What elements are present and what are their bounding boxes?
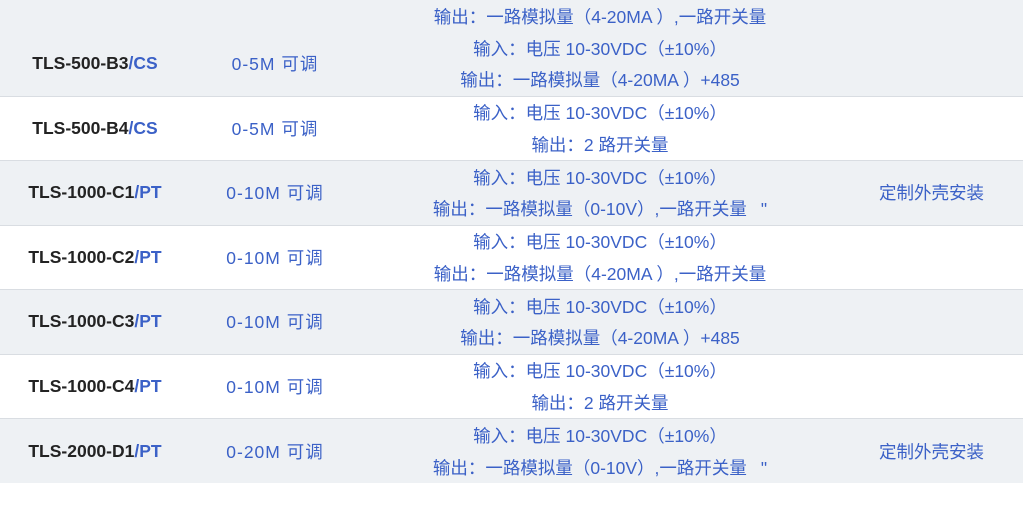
range-cell: 0-10M 可调 [190,355,360,419]
table-row: TLS-1000-C2/PT0-10M 可调输入：电压 10-30VDC（±10… [0,226,1023,258]
output-cell: 输出：2 路开关量 [360,129,840,161]
input-text: 输入：电压 10-30VDC（±10%） [473,103,727,123]
range-cell: 0-10M 可调 [190,290,360,354]
note-cell [840,32,1023,96]
output-cell: 输出：一路模拟量（0-10V）,一路开关量" [360,451,840,483]
input-cell: 输入：电压 10-30VDC（±10%） [360,161,840,193]
output-text: 输出：一路模拟量（0-10V）,一路开关量" [433,458,767,478]
model-suffix: CS [133,53,157,73]
table-row: TLS-500-B3/CS0-5M 可调输入：电压 10-30VDC（±10%） [0,32,1023,64]
model-prefix: TLS-1000-C4 [28,376,134,396]
output-text: 输出：2 路开关量 [531,393,668,413]
input-cell: 输入：电压 10-30VDC（±10%） [360,290,840,322]
model-suffix: PT [139,376,161,396]
model-suffix: CS [133,118,157,138]
model-suffix: PT [139,182,161,202]
top-output-text: 输出：一路模拟量（4-20MA ）,一路开关量 [434,7,767,27]
range-text: 0-10M 可调 [226,248,323,268]
range-cell: 0-20M 可调 [190,419,360,483]
model-prefix: TLS-500-B4 [32,118,128,138]
note-text: 定制外壳安装 [879,442,984,462]
note-cell [840,226,1023,290]
range-text: 0-5M 可调 [232,119,319,139]
output-cell: 输出：一路模拟量（4-20MA ）,一路开关量 [360,258,840,290]
output-cell: 输出：一路模拟量（4-20MA ）+485 [360,64,840,96]
note-cell: 定制外壳安装 [840,419,1023,483]
note-cell [840,97,1023,161]
input-text: 输入：电压 10-30VDC（±10%） [473,426,727,446]
table-row: TLS-1000-C3/PT0-10M 可调输入：电压 10-30VDC（±10… [0,290,1023,322]
range-cell: 0-10M 可调 [190,161,360,225]
output-text: 输出：一路模拟量（4-20MA ）+485 [460,328,740,348]
table-row: TLS-2000-D1/PT0-20M 可调输入：电压 10-30VDC（±10… [0,419,1023,451]
model-cell: TLS-1000-C3/PT [0,290,190,354]
trailing-quote: " [747,199,767,219]
range-text: 0-5M 可调 [232,54,319,74]
note-cell: 定制外壳安装 [840,161,1023,225]
trailing-quote: " [747,458,767,478]
input-cell: 输入：电压 10-30VDC（±10%） [360,419,840,451]
input-cell: 输入：电压 10-30VDC（±10%） [360,97,840,129]
model-cell: TLS-1000-C2/PT [0,226,190,290]
input-text: 输入：电压 10-30VDC（±10%） [473,168,727,188]
note-cell [840,290,1023,354]
input-cell: 输入：电压 10-30VDC（±10%） [360,32,840,64]
model-prefix: TLS-1000-C1 [28,182,134,202]
model-suffix: PT [139,247,161,267]
output-text: 输出：一路模拟量（4-20MA ）,一路开关量 [434,264,767,284]
model-prefix: TLS-1000-C3 [28,311,134,331]
model-suffix: PT [139,311,161,331]
model-cell: TLS-1000-C4/PT [0,355,190,419]
output-cell: 输出：2 路开关量 [360,387,840,419]
output-text: 输出：一路模拟量（0-10V）,一路开关量" [433,199,767,219]
model-cell: TLS-500-B4/CS [0,97,190,161]
model-cell: TLS-500-B3/CS [0,32,190,96]
input-cell: 输入：电压 10-30VDC（±10%） [360,355,840,387]
output-cell: 输出：一路模拟量（4-20MA ）+485 [360,322,840,354]
input-text: 输入：电压 10-30VDC（±10%） [473,361,727,381]
range-text: 0-10M 可调 [226,377,323,397]
input-text: 输入：电压 10-30VDC（±10%） [473,232,727,252]
output-text: 输出：一路模拟量（4-20MA ）+485 [460,70,740,90]
model-cell: TLS-2000-D1/PT [0,419,190,483]
note-text: 定制外壳安装 [879,183,984,203]
table-row: TLS-500-B4/CS0-5M 可调输入：电压 10-30VDC（±10%） [0,97,1023,129]
table-row: TLS-1000-C4/PT0-10M 可调输入：电压 10-30VDC（±10… [0,355,1023,387]
table-row: TLS-1000-C1/PT0-10M 可调输入：电压 10-30VDC（±10… [0,161,1023,193]
range-cell: 0-10M 可调 [190,226,360,290]
output-text: 输出：2 路开关量 [531,135,668,155]
top-output-row: 输出：一路模拟量（4-20MA ）,一路开关量 [0,0,1023,32]
input-text: 输入：电压 10-30VDC（±10%） [473,297,727,317]
range-text: 0-10M 可调 [226,312,323,332]
input-cell: 输入：电压 10-30VDC（±10%） [360,226,840,258]
model-prefix: TLS-500-B3 [32,53,128,73]
model-prefix: TLS-2000-D1 [28,441,134,461]
note-cell [840,355,1023,419]
model-cell: TLS-1000-C1/PT [0,161,190,225]
model-prefix: TLS-1000-C2 [28,247,134,267]
range-cell: 0-5M 可调 [190,32,360,96]
spec-table: 输出：一路模拟量（4-20MA ）,一路开关量 TLS-500-B3/CS0-5… [0,0,1023,483]
model-suffix: PT [139,441,161,461]
range-text: 0-10M 可调 [226,183,323,203]
range-text: 0-20M 可调 [226,442,323,462]
input-text: 输入：电压 10-30VDC（±10%） [473,39,727,59]
range-cell: 0-5M 可调 [190,97,360,161]
output-cell: 输出：一路模拟量（0-10V）,一路开关量" [360,193,840,225]
